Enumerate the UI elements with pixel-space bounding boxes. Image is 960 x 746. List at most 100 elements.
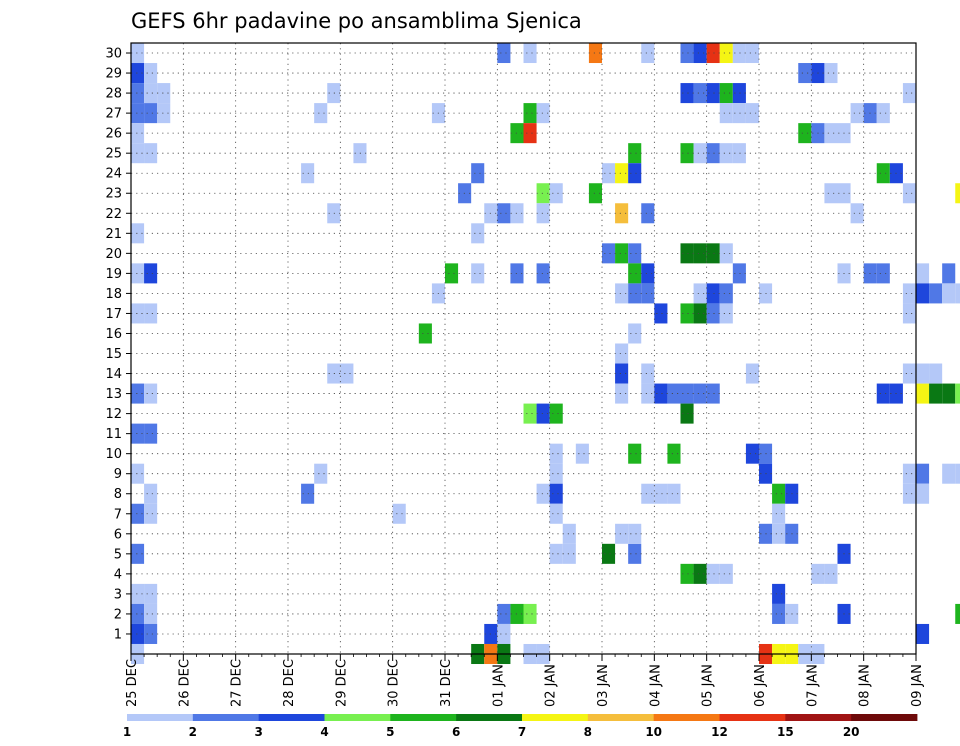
heatmap-cell (719, 303, 733, 324)
heatmap-cell (706, 143, 720, 164)
heatmap-cell (732, 263, 746, 284)
heatmap-cell (719, 143, 733, 164)
heatmap-cell (824, 123, 838, 144)
heatmap-cell (654, 303, 668, 324)
heatmap-cell (536, 403, 550, 424)
heatmap-cell (706, 43, 720, 64)
heatmap-cell (628, 163, 642, 184)
heatmap-cell (693, 143, 707, 164)
heatmap-cell (916, 483, 930, 504)
heatmap-cell (876, 383, 890, 404)
heatmap-cell (680, 43, 694, 64)
heatmap-cell (693, 283, 707, 304)
chart-title: GEFS 6hr padavine po ansamblima Sjenica (131, 9, 582, 33)
heatmap-cell (916, 623, 930, 644)
heatmap-cell (693, 243, 707, 264)
legend-swatch (127, 714, 194, 721)
heatmap-cell (824, 63, 838, 84)
heatmap-cell (628, 443, 642, 464)
heatmap-cell (732, 103, 746, 124)
heatmap-cell (680, 243, 694, 264)
y-tick-label: 23 (105, 187, 122, 202)
heatmap-cell (131, 43, 145, 64)
heatmap-cell (706, 283, 720, 304)
heatmap-cell (732, 43, 746, 64)
heatmap-cell (693, 43, 707, 64)
y-tick-label: 4 (114, 567, 122, 582)
heatmap-cell (562, 543, 576, 564)
heatmap-cell (131, 83, 145, 104)
heatmap-cell (549, 503, 563, 524)
legend-label: 8 (584, 725, 592, 739)
heatmap-cell (615, 243, 629, 264)
heatmap-cell (131, 303, 145, 324)
x-tick-label: 01 JAN (491, 664, 506, 707)
heatmap-cell (536, 263, 550, 284)
x-tick-label: 30 DEC (387, 659, 402, 707)
heatmap-cell (615, 523, 629, 544)
heatmap-cell (876, 103, 890, 124)
x-tick-label: 02 JAN (544, 664, 559, 707)
heatmap-cell (602, 543, 616, 564)
heatmap-cell (131, 603, 145, 624)
x-tick-label: 29 DEC (334, 659, 349, 707)
heatmap-cell (902, 483, 916, 504)
heatmap-cell (471, 163, 485, 184)
y-tick-label: 25 (105, 147, 122, 162)
heatmap-cell (929, 283, 943, 304)
y-tick-label: 21 (105, 227, 122, 242)
y-tick-label: 30 (105, 47, 122, 62)
heatmap-cell (706, 563, 720, 584)
legend-label: 15 (777, 725, 794, 739)
x-tick-label: 28 DEC (282, 659, 297, 707)
y-tick-label: 3 (114, 587, 122, 602)
y-tick-label: 1 (114, 627, 122, 642)
heatmap-cell (798, 123, 812, 144)
y-tick-label: 11 (105, 427, 122, 442)
legend-swatch (258, 714, 325, 721)
heatmap-cell (942, 463, 956, 484)
heatmap-cell (654, 483, 668, 504)
heatmap-cell (615, 383, 629, 404)
heatmap-cell (929, 363, 943, 384)
y-tick-label: 10 (105, 447, 122, 462)
y-tick-label: 26 (105, 127, 122, 142)
heatmap-cell (902, 303, 916, 324)
x-tick-label: 09 JAN (910, 664, 925, 707)
heatmap-cell (588, 183, 602, 204)
legend-swatch (785, 714, 852, 721)
legend-label: 10 (645, 725, 662, 739)
heatmap-cell (523, 403, 537, 424)
legend-label: 12 (711, 725, 728, 739)
x-tick-label: 08 JAN (858, 664, 873, 707)
heatmap-cell (392, 503, 406, 524)
heatmap-cell (955, 183, 960, 204)
y-tick-label: 6 (114, 527, 122, 542)
heatmap-cell (327, 363, 341, 384)
heatmap-cell (131, 543, 145, 564)
heatmap-cell (916, 363, 930, 384)
heatmap-cell (955, 283, 960, 304)
heatmap-cell (680, 563, 694, 584)
heatmap-cell (549, 403, 563, 424)
y-tick-label: 5 (114, 547, 122, 562)
heatmap-cell (706, 303, 720, 324)
legend-swatch (851, 714, 918, 721)
heatmap-cell (615, 203, 629, 224)
heatmap-cell (772, 603, 786, 624)
y-tick-label: 28 (105, 87, 122, 102)
y-tick-label: 27 (105, 107, 122, 122)
heatmap-cell (732, 83, 746, 104)
heatmap-cell (144, 263, 158, 284)
heatmap-cell (131, 123, 145, 144)
heatmap-cell (628, 243, 642, 264)
heatmap-cell (693, 383, 707, 404)
heatmap-cell (916, 383, 930, 404)
heatmap-cell (719, 83, 733, 104)
heatmap-cell (942, 283, 956, 304)
heatmap-cell (314, 103, 328, 124)
heatmap-cell (641, 203, 655, 224)
legend-swatch (456, 714, 523, 721)
heatmap-cell (876, 163, 890, 184)
heatmap-cell (641, 383, 655, 404)
